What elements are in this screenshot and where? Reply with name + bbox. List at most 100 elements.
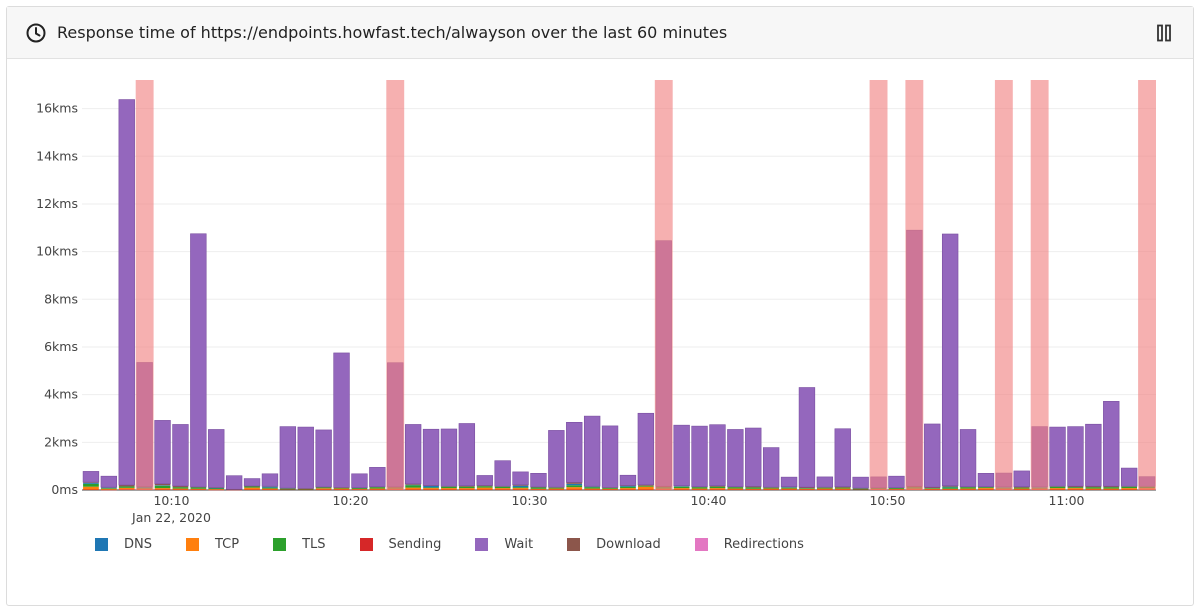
- bar-segment-tcp[interactable]: [673, 488, 690, 490]
- bar-segment-dns[interactable]: [208, 487, 225, 489]
- bar-segment-wait[interactable]: [351, 473, 368, 488]
- bar-segment-tcp[interactable]: [548, 488, 565, 490]
- bar-segment-tcp[interactable]: [1121, 488, 1138, 490]
- bar-segment-download[interactable]: [745, 486, 762, 488]
- bar-segment-tcp[interactable]: [584, 488, 601, 490]
- failure-band[interactable]: [386, 80, 405, 490]
- bar-segment-tls[interactable]: [1085, 487, 1102, 489]
- bar-segment-wait[interactable]: [548, 430, 565, 488]
- bar-segment-tcp[interactable]: [351, 489, 368, 490]
- bar-segment-tcp[interactable]: [691, 488, 708, 490]
- bar-segment-sending[interactable]: [924, 489, 941, 491]
- bar-segment-tls[interactable]: [494, 486, 511, 489]
- bar-segment-dns[interactable]: [781, 487, 797, 488]
- bar-segment-tls[interactable]: [763, 487, 780, 489]
- bar-segment-sending[interactable]: [960, 489, 976, 491]
- failure-band[interactable]: [905, 80, 924, 490]
- bar-segment-tcp[interactable]: [637, 486, 654, 490]
- bar-segment-tcp[interactable]: [1085, 488, 1102, 490]
- failure-band[interactable]: [1030, 80, 1049, 490]
- bar-segment-tcp[interactable]: [942, 488, 959, 490]
- bar-segment-tls[interactable]: [727, 487, 744, 489]
- bar-segment-tcp[interactable]: [262, 488, 278, 490]
- bar-segment-sending[interactable]: [745, 489, 762, 491]
- bar-segment-tls[interactable]: [960, 487, 976, 489]
- legend-item-wait[interactable]: Wait: [475, 537, 533, 552]
- bar-segment-wait[interactable]: [369, 467, 386, 487]
- bar-segment-wait[interactable]: [941, 233, 959, 487]
- bar-segment-download[interactable]: [476, 485, 493, 487]
- bar-segment-sending[interactable]: [691, 489, 708, 491]
- bar-segment-sending[interactable]: [405, 489, 422, 491]
- legend-item-sending[interactable]: Sending: [359, 537, 441, 552]
- bar-segment-wait[interactable]: [512, 471, 529, 486]
- bar-segment-sending[interactable]: [566, 489, 583, 491]
- bar-segment-sending[interactable]: [494, 489, 511, 491]
- bar-segment-sending[interactable]: [1103, 489, 1120, 491]
- legend-item-download[interactable]: Download: [567, 537, 661, 552]
- bar-segment-dns[interactable]: [405, 484, 422, 486]
- bar-segment-tls[interactable]: [530, 487, 547, 489]
- bar-segment-download[interactable]: [1067, 486, 1084, 488]
- bar-segment-wait[interactable]: [225, 475, 243, 490]
- bar-segment-tcp[interactable]: [458, 488, 475, 490]
- bar-segment-sending[interactable]: [100, 489, 117, 491]
- bar-segment-tls[interactable]: [190, 487, 207, 489]
- bar-segment-wait[interactable]: [709, 424, 726, 487]
- bar-segment-tls[interactable]: [602, 487, 618, 489]
- bar-segment-wait[interactable]: [315, 429, 332, 488]
- bar-segment-tls[interactable]: [512, 487, 529, 489]
- bar-segment-sending[interactable]: [584, 489, 601, 491]
- bar-segment-tcp[interactable]: [530, 488, 547, 490]
- bar-segment-wait[interactable]: [154, 420, 171, 485]
- bar-segment-sending[interactable]: [369, 489, 386, 491]
- bar-segment-tls[interactable]: [441, 486, 457, 489]
- bar-segment-dns[interactable]: [620, 485, 636, 487]
- bar-segment-wait[interactable]: [727, 429, 744, 487]
- bar-segment-download[interactable]: [942, 485, 959, 487]
- bar-segment-sending[interactable]: [530, 489, 547, 491]
- bar-segment-tcp[interactable]: [727, 488, 744, 490]
- bar-segment-tcp[interactable]: [834, 488, 851, 490]
- bar-segment-download[interactable]: [924, 487, 941, 489]
- bar-segment-tls[interactable]: [834, 487, 851, 489]
- bar-segment-wait[interactable]: [476, 475, 493, 486]
- bar-segment-sending[interactable]: [1067, 489, 1084, 491]
- bar-segment-sending[interactable]: [834, 489, 851, 491]
- bar-segment-sending[interactable]: [279, 489, 296, 491]
- bar-segment-tls[interactable]: [745, 487, 762, 489]
- bar-segment-tls[interactable]: [244, 486, 260, 488]
- bar-segment-sending[interactable]: [458, 489, 475, 491]
- bar-segment-wait[interactable]: [1085, 423, 1102, 487]
- bar-segment-tls[interactable]: [1067, 487, 1084, 489]
- bar-segment-tls[interactable]: [297, 488, 314, 490]
- bar-segment-download[interactable]: [83, 482, 99, 483]
- bar-segment-tls[interactable]: [172, 487, 189, 489]
- bar-segment-tls[interactable]: [1013, 487, 1030, 489]
- bar-segment-tls[interactable]: [816, 487, 833, 489]
- bar-segment-tcp[interactable]: [781, 488, 797, 490]
- legend-item-dns[interactable]: DNS: [95, 537, 152, 552]
- bar-segment-tls[interactable]: [262, 487, 278, 489]
- pause-button[interactable]: [1153, 22, 1175, 44]
- bar-segment-sending[interactable]: [602, 489, 618, 491]
- bar-segment-wait[interactable]: [1103, 401, 1120, 487]
- bar-segment-tcp[interactable]: [118, 487, 135, 490]
- bar-segment-sending[interactable]: [190, 489, 207, 491]
- bar-segment-sending[interactable]: [333, 489, 350, 491]
- bar-segment-wait[interactable]: [816, 476, 834, 488]
- bar-segment-tls[interactable]: [423, 487, 439, 489]
- bar-segment-tls[interactable]: [118, 486, 135, 488]
- bar-segment-tcp[interactable]: [1013, 488, 1030, 490]
- bar-segment-wait[interactable]: [977, 473, 995, 487]
- bar-segment-wait[interactable]: [637, 412, 655, 486]
- bar-segment-tcp[interactable]: [1049, 488, 1066, 490]
- bar-segment-wait[interactable]: [172, 424, 189, 487]
- bar-segment-wait[interactable]: [333, 352, 350, 488]
- bar-segment-tls[interactable]: [100, 488, 117, 489]
- bar-segment-tcp[interactable]: [405, 487, 422, 490]
- bar-segment-sending[interactable]: [1049, 489, 1066, 491]
- bar-segment-sending[interactable]: [1013, 489, 1030, 491]
- bar-segment-tcp[interactable]: [602, 488, 618, 490]
- bar-segment-tcp[interactable]: [315, 488, 332, 490]
